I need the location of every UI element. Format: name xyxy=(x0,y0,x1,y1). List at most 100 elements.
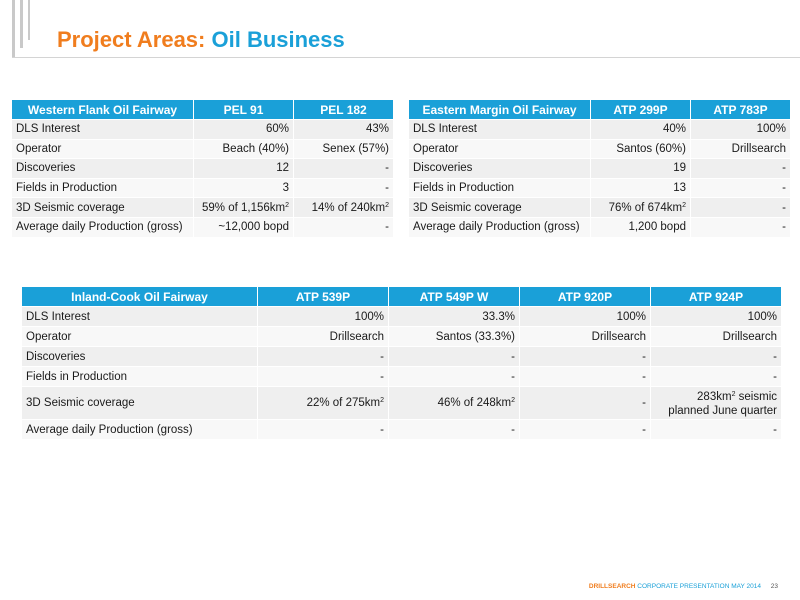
table-row: Average daily Production (gross) 1,200 b… xyxy=(408,216,791,238)
page-number: 23 xyxy=(770,583,778,590)
table-row: DLS Interest 40% 100% xyxy=(408,119,791,140)
table-cell: 100% xyxy=(519,306,651,327)
table-cell: 12 xyxy=(193,158,294,179)
row-label: DLS Interest xyxy=(21,306,258,327)
table-cell: - xyxy=(257,366,389,387)
table-cell: - xyxy=(690,177,791,199)
table-row: Fields in Production 3 - xyxy=(11,177,394,199)
superscript: 2 xyxy=(385,201,389,209)
footer-text: CORPORATE PRESENTATION MAY 2014 xyxy=(637,583,761,590)
table-row: Average daily Production (gross) ~12,000… xyxy=(11,216,394,238)
seismic-value: 283km xyxy=(697,391,732,403)
row-label: Operator xyxy=(408,138,591,160)
table-cell: Drillsearch xyxy=(690,138,791,160)
row-label: 3D Seismic coverage xyxy=(21,386,258,420)
header-decoration-line xyxy=(12,0,15,58)
table-cell: - xyxy=(388,419,520,440)
table-cell: - xyxy=(650,419,782,440)
seismic-value: 22% of 275km xyxy=(306,397,381,409)
table-row: DLS Interest 60% 43% xyxy=(11,119,394,140)
table-cell: 1,200 bopd xyxy=(590,216,691,238)
footer-brand: DRILLSEARCH xyxy=(588,583,636,590)
header-divider xyxy=(12,57,800,58)
table-row: DLS Interest 100% 33.3% 100% 100% xyxy=(21,306,782,327)
table-cell: 14% of 240km2 xyxy=(293,197,394,218)
inland-cook-table: Inland-Cook Oil Fairway ATP 539P ATP 549… xyxy=(21,286,782,440)
header-decoration-line xyxy=(20,0,23,48)
table-header-row: Eastern Margin Oil Fairway ATP 299P ATP … xyxy=(408,99,791,120)
table-cell: 46% of 248km2 xyxy=(388,386,520,420)
seismic-value: 14% of 240km xyxy=(311,201,386,214)
page-title-part1: Project Areas: xyxy=(57,27,206,52)
table-cell: 33.3% xyxy=(388,306,520,327)
table-cell: - xyxy=(650,366,782,387)
superscript: 2 xyxy=(285,201,289,209)
table-cell: 100% xyxy=(257,306,389,327)
table-header-row: Western Flank Oil Fairway PEL 91 PEL 182 xyxy=(11,99,394,120)
table-row: Discoveries 19 - xyxy=(408,158,791,179)
table-cell: ~12,000 bopd xyxy=(193,216,294,238)
row-label: Discoveries xyxy=(11,158,194,179)
table-cell: Drillsearch xyxy=(257,326,389,347)
column-header: ATP 539P xyxy=(257,286,389,307)
row-label: Fields in Production xyxy=(11,177,194,199)
column-header: Inland-Cook Oil Fairway xyxy=(21,286,258,307)
superscript: 2 xyxy=(682,201,686,209)
column-header: Western Flank Oil Fairway xyxy=(11,99,194,120)
table-cell: - xyxy=(293,216,394,238)
superscript: 2 xyxy=(380,397,384,404)
table-cell: - xyxy=(293,177,394,199)
column-header: ATP 920P xyxy=(519,286,651,307)
table-cell: - xyxy=(519,419,651,440)
table-row: Operator Santos (60%) Drillsearch xyxy=(408,138,791,160)
footer: DRILLSEARCH CORPORATE PRESENTATION MAY 2… xyxy=(589,583,778,590)
table-cell: 13 xyxy=(590,177,691,199)
row-label: Average daily Production (gross) xyxy=(408,216,591,238)
table-cell: Senex (57%) xyxy=(293,138,394,160)
row-label: Discoveries xyxy=(21,346,258,367)
table-row: Operator Beach (40%) Senex (57%) xyxy=(11,138,394,160)
row-label: DLS Interest xyxy=(408,119,591,140)
seismic-value: 59% of 1,156km xyxy=(201,201,286,214)
table-cell: - xyxy=(690,158,791,179)
column-header: Eastern Margin Oil Fairway xyxy=(408,99,591,120)
row-label: Operator xyxy=(21,326,258,347)
row-label: Average daily Production (gross) xyxy=(11,216,194,238)
superscript: 2 xyxy=(511,397,515,404)
table-cell: 19 xyxy=(590,158,691,179)
table-cell: Drillsearch xyxy=(519,326,651,347)
table-cell: Santos (60%) xyxy=(590,138,691,160)
column-header: PEL 91 xyxy=(193,99,294,120)
table-row: Average daily Production (gross) - - - - xyxy=(21,419,782,440)
table-row: Discoveries 12 - xyxy=(11,158,394,179)
seismic-value: 46% of 248km xyxy=(437,397,512,409)
table-cell: - xyxy=(388,346,520,367)
table-cell: - xyxy=(519,386,651,420)
table-cell: 283km2 seismic planned June quarter xyxy=(650,386,782,420)
superscript: 2 xyxy=(731,391,736,398)
page-title-part2: Oil Business xyxy=(211,27,345,52)
table-row: Fields in Production - - - - xyxy=(21,366,782,387)
table-row: Fields in Production 13 - xyxy=(408,177,791,199)
table-cell: - xyxy=(257,346,389,367)
table-row: 3D Seismic coverage 59% of 1,156km2 14% … xyxy=(11,197,394,218)
table-cell: - xyxy=(293,158,394,179)
row-label: Fields in Production xyxy=(21,366,258,387)
table-cell: Drillsearch xyxy=(650,326,782,347)
table-row: 3D Seismic coverage 22% of 275km2 46% of… xyxy=(21,386,782,420)
column-header: ATP 783P xyxy=(690,99,791,120)
row-label: 3D Seismic coverage xyxy=(408,197,591,218)
table-cell: - xyxy=(650,346,782,367)
table-row: 3D Seismic coverage 76% of 674km2 - xyxy=(408,197,791,218)
column-header: ATP 924P xyxy=(650,286,782,307)
table-cell: 43% xyxy=(293,119,394,140)
table-cell: 100% xyxy=(690,119,791,140)
seismic-note: planned June quarter xyxy=(668,405,777,417)
page-title: Project Areas: Oil Business xyxy=(57,27,345,53)
seismic-value: 76% of 674km xyxy=(608,201,683,214)
row-label: DLS Interest xyxy=(11,119,194,140)
table-cell: 22% of 275km2 xyxy=(257,386,389,420)
table-cell: Santos (33.3%) xyxy=(388,326,520,347)
row-label: Discoveries xyxy=(408,158,591,179)
row-label: Fields in Production xyxy=(408,177,591,199)
